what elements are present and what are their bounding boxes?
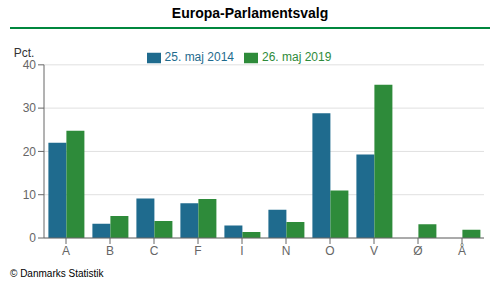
html-text:25. maj 2014: 25. maj 2014 xyxy=(164,50,234,64)
svg-text:10: 10 xyxy=(23,188,37,202)
svg-text:Ø: Ø xyxy=(413,244,422,258)
html-text:Europa-Parlamentsvalg: Europa-Parlamentsvalg xyxy=(171,5,329,21)
svg-text:F: F xyxy=(194,244,201,258)
svg-text:N: N xyxy=(282,244,291,258)
svg-text:0: 0 xyxy=(29,231,36,245)
svg-text:20: 20 xyxy=(23,145,37,159)
svg-text:O: O xyxy=(325,244,334,258)
svg-text:C: C xyxy=(150,244,159,258)
svg-text:Å: Å xyxy=(458,243,466,258)
svg-text:V: V xyxy=(370,244,378,258)
svg-text:I: I xyxy=(240,244,243,258)
svg-text:40: 40 xyxy=(23,58,37,72)
svg-text:30: 30 xyxy=(23,101,37,115)
svg-text:A: A xyxy=(62,244,70,258)
html-text:26. maj 2019: 26. maj 2019 xyxy=(262,50,332,64)
html-text:© Danmarks Statistik: © Danmarks Statistik xyxy=(10,268,104,279)
svg-text:B: B xyxy=(106,244,114,258)
svg-text:Pct.: Pct. xyxy=(14,46,35,60)
